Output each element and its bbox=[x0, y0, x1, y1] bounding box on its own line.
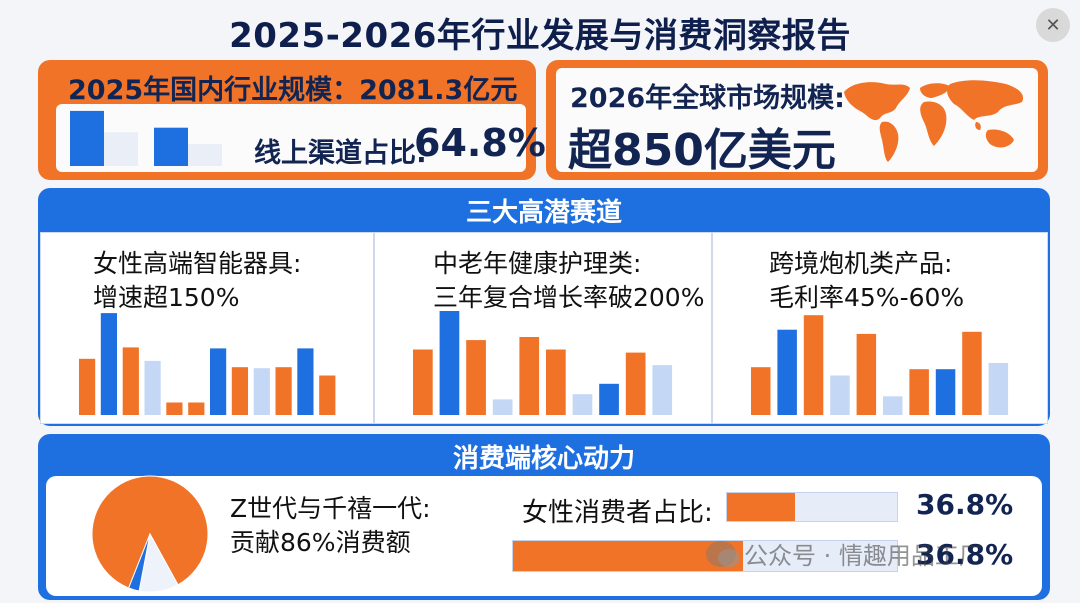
track-card-text: 女性高端智能器具: 增速超150% bbox=[93, 247, 301, 315]
bar bbox=[439, 311, 460, 415]
watermark-text: 公众号 · 情趣用品工厂 bbox=[744, 542, 983, 570]
track-card-line1: 女性高端智能器具: bbox=[93, 249, 302, 278]
bar bbox=[599, 383, 619, 415]
bar bbox=[492, 399, 513, 415]
bar bbox=[466, 340, 486, 415]
mini-bar bbox=[154, 127, 188, 166]
female-share-progress bbox=[726, 492, 898, 522]
bar bbox=[275, 367, 292, 415]
pie-label-line1: Z世代与千禧一代: bbox=[230, 494, 431, 523]
track-card-women-devices: 女性高端智能器具: 增速超150% bbox=[40, 232, 374, 424]
track-card-line1: 跨境炮机类产品: bbox=[769, 249, 953, 278]
wechat-icon bbox=[706, 540, 740, 567]
consumer-pie-chart bbox=[91, 475, 209, 593]
female-share-label: 女性消费者占比: bbox=[522, 498, 713, 528]
bar bbox=[253, 368, 270, 415]
bar bbox=[962, 331, 982, 415]
bar bbox=[231, 367, 248, 415]
global-scale-title: 2026年全球市场规模: bbox=[570, 83, 845, 114]
bar bbox=[546, 349, 566, 415]
track-card-text: 跨境炮机类产品: 毛利率45%-60% bbox=[769, 247, 964, 315]
track-card-line2: 增速超150% bbox=[93, 283, 240, 312]
bar bbox=[79, 358, 96, 415]
bar bbox=[909, 369, 929, 415]
female-share-progress-fill bbox=[727, 493, 795, 521]
bar bbox=[803, 315, 824, 415]
bar bbox=[100, 313, 117, 415]
global-scale-panel: 2026年全球市场规模: 超850亿美元 bbox=[546, 60, 1048, 180]
tracks-title: 三大高潜赛道 bbox=[465, 198, 622, 228]
drivers-title: 消费端核心动力 bbox=[452, 444, 635, 474]
bar bbox=[188, 402, 205, 415]
bar bbox=[210, 348, 227, 415]
track-card-cross-border: 跨境炮机类产品: 毛利率45%-60% bbox=[712, 232, 1048, 424]
track-card-line1: 中老年健康护理类: bbox=[433, 249, 642, 278]
bar bbox=[519, 337, 540, 415]
bar bbox=[144, 360, 161, 415]
track-card-line2: 毛利率45%-60% bbox=[769, 283, 965, 312]
mini-bar bbox=[188, 144, 222, 166]
mini-bar bbox=[104, 132, 138, 166]
watermark: 公众号 · 情趣用品工厂 bbox=[706, 536, 983, 571]
track-card-text: 中老年健康护理类: 三年复合增长率破200% bbox=[433, 247, 704, 315]
track-bar-chart-1 bbox=[79, 313, 336, 415]
close-icon[interactable]: ✕ bbox=[1036, 8, 1070, 42]
page-title: 2025-2026年行业发展与消费洞察报告 bbox=[229, 16, 851, 56]
domestic-scale-body: 线上渠道占比: 64.8% bbox=[56, 104, 546, 172]
female-share-value: 36.8% bbox=[916, 488, 1014, 521]
bar bbox=[122, 347, 139, 415]
bar bbox=[883, 396, 903, 415]
domestic-scale-panel: 2025年国内行业规模：2081.3亿元 线上渠道占比: 64.8% bbox=[38, 60, 546, 180]
pie-label: Z世代与千禧一代: 贡献86%消费额 bbox=[230, 492, 431, 560]
second-share-progress-fill bbox=[513, 541, 744, 571]
bar bbox=[777, 329, 797, 415]
mini-bar bbox=[70, 110, 104, 166]
track-card-elderly-care: 中老年健康护理类: 三年复合增长率破200% bbox=[374, 232, 712, 424]
bar bbox=[572, 394, 593, 415]
drivers-body: Z世代与千禧一代: 贡献86%消费额 女性消费者占比: 36.8% 36.8% bbox=[46, 475, 1042, 596]
track-bar-chart-3 bbox=[751, 315, 1009, 415]
domestic-scale-title: 2025年国内行业规模：2081.3亿元 bbox=[68, 75, 518, 106]
online-share-label: 线上渠道占比: bbox=[254, 138, 427, 169]
bar bbox=[751, 367, 771, 415]
bar bbox=[935, 369, 956, 415]
bar bbox=[625, 352, 646, 415]
online-share-value: 64.8% bbox=[414, 121, 546, 165]
bar bbox=[652, 365, 673, 415]
bar bbox=[856, 333, 877, 415]
pie-label-line2: 贡献86%消费额 bbox=[230, 528, 411, 557]
bar bbox=[830, 375, 850, 415]
track-card-line2: 三年复合增长率破200% bbox=[433, 283, 705, 312]
mini-bar-chart bbox=[70, 110, 222, 166]
bar bbox=[988, 363, 1009, 415]
bar bbox=[319, 375, 336, 415]
bar bbox=[297, 348, 314, 415]
pie-slice bbox=[91, 475, 209, 589]
tracks-panel: 三大高潜赛道 女性高端智能器具: 增速超150% 中老年健康护理类: 三年复合增… bbox=[38, 188, 1050, 426]
bar bbox=[413, 349, 433, 415]
drivers-panel: 消费端核心动力 Z世代与千禧一代: 贡献86%消费额 女性消费者占比: 36.8… bbox=[38, 434, 1050, 600]
second-share-value: 36.8% bbox=[916, 538, 1014, 571]
global-scale-body: 2026年全球市场规模: 超850亿美元 bbox=[556, 68, 1038, 176]
pie-slice bbox=[128, 533, 151, 592]
global-scale-value: 超850亿美元 bbox=[568, 125, 836, 176]
track-bar-chart-2 bbox=[413, 311, 673, 415]
second-share-progress bbox=[512, 540, 898, 572]
world-map-icon bbox=[844, 80, 1024, 162]
bar bbox=[166, 402, 183, 415]
